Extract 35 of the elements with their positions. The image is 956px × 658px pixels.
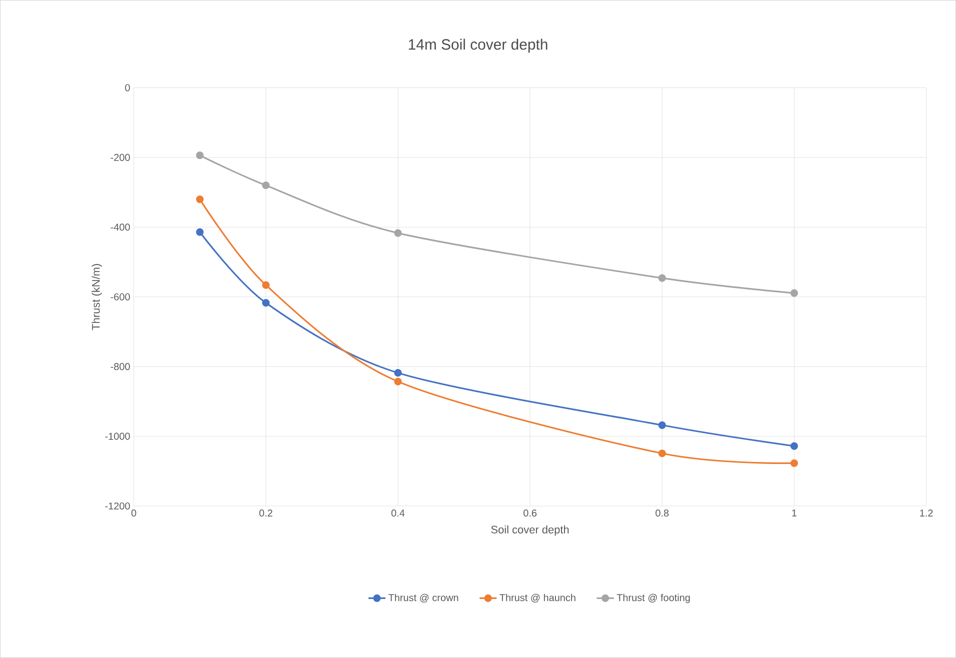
point: [262, 182, 270, 190]
x-tick-label: 0.8: [656, 510, 669, 517]
x-tick-label: 1: [792, 510, 796, 516]
y-tick-label: -1200: [105, 502, 130, 510]
point: [196, 196, 204, 204]
point: [658, 421, 666, 430]
chart-title: 14m Soil cover depth: [408, 38, 548, 53]
x-tick-label: 0.2: [259, 510, 272, 517]
point: [394, 369, 402, 377]
y-axis-title: Thrust (kN/m): [92, 264, 102, 330]
legend-label: Thrust @ haunch: [500, 594, 576, 603]
point: [262, 299, 270, 307]
point: [196, 228, 204, 236]
point: [262, 281, 270, 289]
y-tick-label: 0: [125, 84, 130, 92]
point: [658, 450, 666, 458]
point: [790, 442, 798, 450]
x-axis-title: Soil cover depth: [491, 526, 569, 536]
point: [790, 289, 798, 297]
point: [658, 274, 666, 282]
y-tick-label: -1000: [105, 432, 130, 440]
x-tick-label: 0.6: [524, 510, 537, 517]
y-tick-label: -600: [110, 293, 130, 300]
y-tick-label: -400: [110, 224, 130, 231]
legend-label: Thrust @ crown: [388, 594, 458, 603]
x-tick-label: 0.4: [391, 510, 405, 517]
point: [196, 152, 204, 160]
point: [394, 229, 402, 237]
point: [790, 459, 798, 468]
y-tick-label: -800: [110, 363, 130, 370]
point: [394, 378, 402, 386]
x-tick-label: 1.2: [920, 510, 933, 517]
legend-label: Thrust @ footing: [616, 594, 690, 604]
y-tick-label: -200: [110, 154, 130, 162]
x-tick-label: 0: [131, 510, 136, 517]
